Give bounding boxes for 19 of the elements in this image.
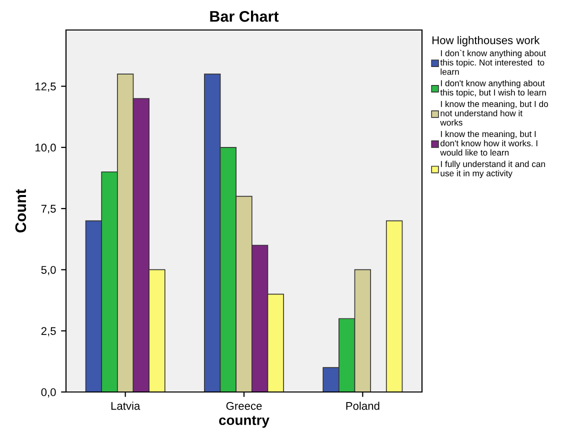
y-tick-label: 12,5 [36, 82, 56, 92]
y-tick-label: 0,0 [41, 388, 56, 398]
x-axis-title: country [219, 416, 270, 428]
legend-label: I know the meaning, but I don't know how it works. I would like to learn [440, 130, 538, 156]
x-tick-label: Greece [226, 402, 262, 410]
chart-title: Bar Chart [210, 10, 279, 22]
y-tick-label: 10,0 [36, 144, 56, 153]
y-tick-label: 7,5 [41, 204, 56, 214]
legend-label: I know the meaning, but I do not understand how it works [440, 100, 548, 126]
bar [386, 220, 403, 392]
y-tick-label: 5,0 [41, 266, 56, 276]
legend-label: I don`t know anything about this topic. Not interested to learn [440, 50, 546, 75]
legend-label: I don't know anything about this topic, but I wish to learn [440, 80, 546, 98]
y-axis-title: Count [15, 189, 26, 232]
x-tick-label: Poland [346, 402, 380, 410]
legend-title: How lighthouses work [432, 36, 540, 46]
x-tick-label: Latvia [111, 402, 140, 410]
legend-label: I fully understand it and can use it in my activity [440, 160, 545, 178]
y-tick-label: 2,5 [41, 327, 56, 336]
